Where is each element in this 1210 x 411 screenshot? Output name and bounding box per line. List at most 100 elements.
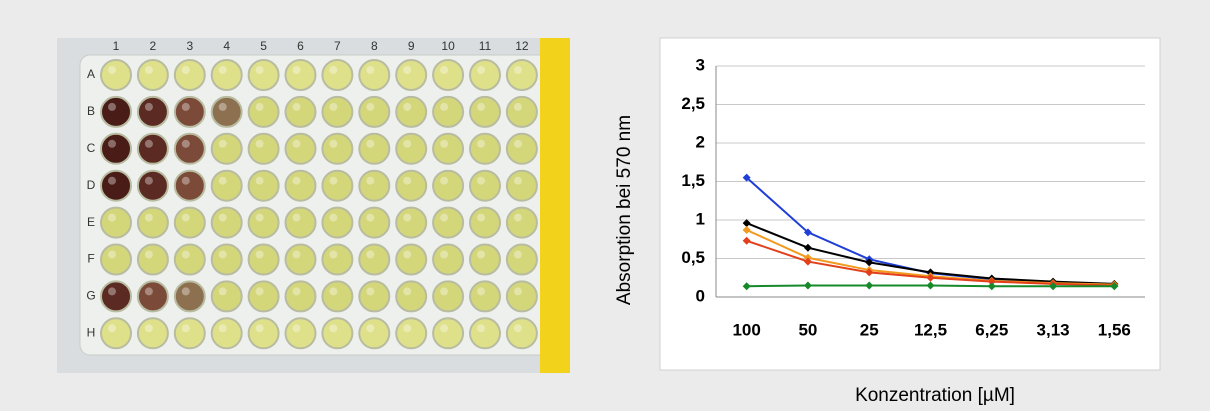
- well-highlight: [329, 324, 337, 332]
- well-highlight: [108, 140, 116, 148]
- x-tick-label: 3,13: [1037, 320, 1070, 339]
- well: [249, 318, 279, 348]
- well: [507, 97, 537, 127]
- column-label: 11: [479, 39, 492, 53]
- well-highlight: [145, 251, 153, 259]
- well-highlight: [514, 103, 522, 111]
- well-highlight: [145, 177, 153, 185]
- well: [286, 245, 316, 275]
- well-highlight: [219, 251, 227, 259]
- well: [507, 318, 537, 348]
- well-highlight: [440, 66, 448, 74]
- well-highlight: [477, 177, 485, 185]
- row-label: D: [87, 178, 96, 192]
- y-tick-label: 3: [696, 55, 705, 74]
- well-highlight: [514, 214, 522, 222]
- well: [101, 97, 131, 127]
- well-highlight: [514, 177, 522, 185]
- column-label: 1: [113, 39, 120, 53]
- well: [175, 171, 205, 201]
- column-label: 8: [371, 39, 378, 53]
- well-highlight: [219, 103, 227, 111]
- well-highlight: [514, 251, 522, 259]
- well: [249, 97, 279, 127]
- well-highlight: [108, 251, 116, 259]
- well: [396, 60, 426, 90]
- well-highlight: [403, 324, 411, 332]
- well: [212, 208, 242, 238]
- well: [396, 134, 426, 164]
- well: [433, 318, 463, 348]
- well-highlight: [329, 103, 337, 111]
- well-highlight: [366, 177, 374, 185]
- well: [286, 171, 316, 201]
- well: [322, 171, 352, 201]
- well-highlight: [366, 66, 374, 74]
- well: [322, 318, 352, 348]
- well: [175, 245, 205, 275]
- well-highlight: [440, 287, 448, 295]
- row-label: H: [87, 325, 96, 339]
- row-label: E: [87, 215, 95, 229]
- well-highlight: [256, 66, 264, 74]
- well-highlight: [366, 251, 374, 259]
- well: [286, 281, 316, 311]
- well-highlight: [366, 287, 374, 295]
- well-highlight: [329, 177, 337, 185]
- well: [322, 281, 352, 311]
- well: [212, 97, 242, 127]
- row-label: C: [87, 141, 96, 155]
- well-highlight: [403, 251, 411, 259]
- y-tick-label: 2,5: [681, 94, 705, 113]
- well: [433, 134, 463, 164]
- well-highlight: [108, 103, 116, 111]
- row-label: B: [87, 104, 95, 118]
- well-highlight: [440, 177, 448, 185]
- well: [322, 97, 352, 127]
- well-highlight: [145, 66, 153, 74]
- well-highlight: [145, 103, 153, 111]
- plate-label-strip: [540, 38, 570, 373]
- x-tick-label: 1,56: [1098, 320, 1131, 339]
- well: [433, 97, 463, 127]
- well-highlight: [293, 324, 301, 332]
- well-highlight: [219, 66, 227, 74]
- well-highlight: [403, 287, 411, 295]
- well-highlight: [219, 324, 227, 332]
- well: [359, 208, 389, 238]
- well: [175, 208, 205, 238]
- well-highlight: [440, 103, 448, 111]
- well: [138, 97, 168, 127]
- well: [101, 245, 131, 275]
- well: [175, 318, 205, 348]
- well: [507, 60, 537, 90]
- well: [249, 245, 279, 275]
- well: [359, 281, 389, 311]
- well: [249, 281, 279, 311]
- well: [433, 60, 463, 90]
- well: [396, 97, 426, 127]
- well-highlight: [182, 324, 190, 332]
- well: [175, 134, 205, 164]
- well: [470, 171, 500, 201]
- column-label: 7: [334, 39, 341, 53]
- x-axis-label: Konzentration [µM]: [855, 385, 1015, 406]
- well-highlight: [440, 140, 448, 148]
- well: [396, 208, 426, 238]
- well: [175, 281, 205, 311]
- well: [359, 245, 389, 275]
- x-tick-label: 6,25: [975, 320, 1008, 339]
- well-highlight: [477, 251, 485, 259]
- well: [286, 60, 316, 90]
- well-highlight: [256, 214, 264, 222]
- well-highlight: [256, 287, 264, 295]
- well: [212, 171, 242, 201]
- column-label: 6: [297, 39, 304, 53]
- well: [101, 318, 131, 348]
- well: [212, 318, 242, 348]
- well: [396, 281, 426, 311]
- well-highlight: [514, 287, 522, 295]
- x-tick-label: 25: [860, 320, 879, 339]
- well-highlight: [219, 177, 227, 185]
